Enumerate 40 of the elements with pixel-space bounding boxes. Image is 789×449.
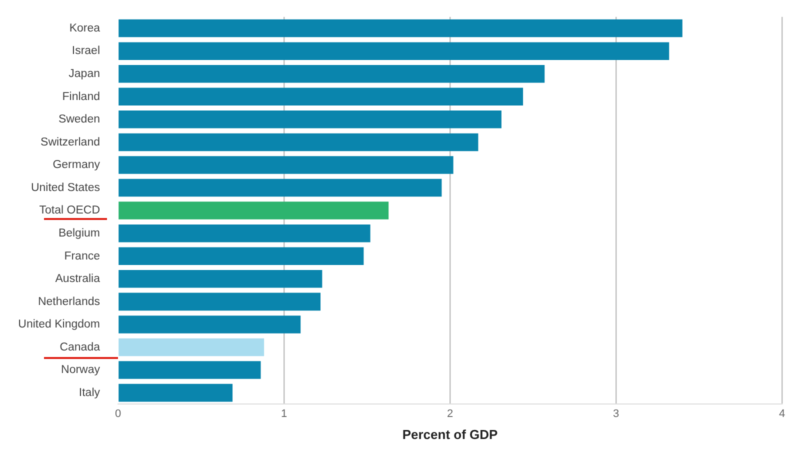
y-tick-label: United States <box>30 182 100 194</box>
x-tick-label: 0 <box>114 408 122 420</box>
x-tick-label: 2 <box>446 408 454 420</box>
y-tick-label: Sweden <box>58 114 100 126</box>
bar <box>118 64 545 83</box>
bar <box>118 384 233 402</box>
bar <box>118 133 478 152</box>
y-tick-label: Germany <box>52 159 100 172</box>
y-tick-label: United Kingdom <box>18 318 100 331</box>
bar <box>118 202 389 220</box>
y-tick-label: Total OECD <box>39 204 100 217</box>
y-tick-label: Switzerland <box>40 136 100 148</box>
bar <box>118 178 442 197</box>
y-tick-label: Italy <box>78 386 100 399</box>
bar <box>118 19 682 38</box>
bar <box>118 292 321 311</box>
bar <box>118 316 301 334</box>
y-tick-label: Finland <box>62 90 100 103</box>
y-tick-label: Belgium <box>58 228 100 240</box>
bar <box>118 270 322 288</box>
bar <box>118 156 454 174</box>
x-tick-label: 1 <box>280 408 288 420</box>
x-axis-title: Percent of GDP <box>402 426 498 442</box>
bar <box>118 88 524 106</box>
bar <box>118 361 261 379</box>
y-tick-label: Norway <box>61 364 100 376</box>
bar <box>118 42 670 60</box>
x-tick-label: 4 <box>778 408 786 420</box>
y-tick-label: Japan <box>68 68 100 80</box>
bar <box>118 338 264 356</box>
y-tick-label: France <box>64 250 100 262</box>
y-tick-label: Canada <box>60 341 101 354</box>
y-tick-label: Netherlands <box>38 296 100 308</box>
y-tick-label: Korea <box>69 22 101 34</box>
bar <box>118 110 502 128</box>
x-tick-label: 3 <box>612 408 620 420</box>
bar <box>118 224 370 242</box>
bar <box>118 247 364 265</box>
y-tick-label: Israel <box>72 45 100 58</box>
y-tick-label: Australia <box>55 273 101 286</box>
